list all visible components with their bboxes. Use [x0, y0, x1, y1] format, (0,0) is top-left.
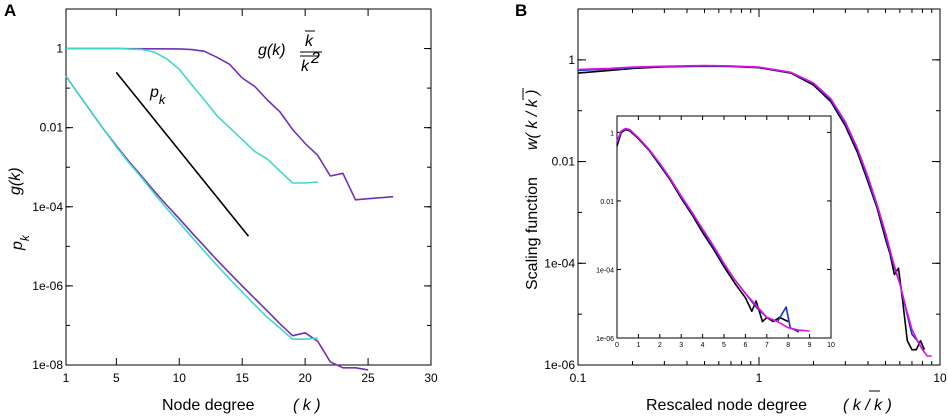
inset-xtick-label: 8	[786, 342, 790, 349]
annotation-pk: pk	[149, 84, 167, 107]
panel-a-label: A	[4, 1, 16, 20]
panel-a-xtick-label: 1	[63, 371, 70, 385]
panel-a-ytick-label: 0.01	[40, 121, 64, 135]
panel-a-xtick-label: 10	[173, 371, 187, 385]
panel-a-ytick-label: 1	[56, 42, 63, 56]
panel-a-frame	[65, 8, 432, 366]
panel-a-ylabel-gk: g(k)	[7, 167, 24, 195]
annotation-pk-sub: k	[159, 92, 167, 107]
panel-b-xtick-label: 1	[756, 371, 763, 385]
panel-b-ytick-label: 1	[568, 53, 575, 67]
annotation-gk: g(k)	[258, 42, 286, 59]
inset-xtick-label: 3	[679, 342, 683, 349]
inset-xtick-label: 7	[765, 342, 769, 349]
panel-b-ytick-label: 0.01	[552, 155, 576, 169]
panel-a-series-line	[115, 71, 250, 237]
panel-b-xtick-label: 0.1	[570, 371, 587, 385]
panel-a-xlabel-var: ( k )	[293, 397, 321, 414]
inset-ytick-label: 1e-04	[596, 267, 614, 274]
inset-axes: 0 1 2 3 4 5 6 7 8 9 10 1 0.01 1e-04 1e-06	[596, 116, 835, 349]
panel-b-ytick-label: 1e-04	[544, 256, 575, 270]
inset-xtick-label: 5	[722, 342, 726, 349]
panel-a-ytick-label: 1e-06	[32, 279, 63, 293]
panel-a-series	[65, 47, 394, 371]
annotation-gk-num: k	[305, 33, 314, 50]
panel-b-xlabel-var: ( k / k )	[843, 397, 892, 414]
panel-b-label: B	[515, 1, 527, 20]
panel-a-series-line	[65, 75, 318, 341]
panel-b-series	[577, 64, 932, 357]
annotation-gk-den-sup: 2	[310, 50, 320, 67]
inset-xtick-label: 9	[808, 342, 812, 349]
panel-a-xtick-label: 30	[424, 371, 438, 385]
panel-a-xtick-label: 25	[361, 371, 375, 385]
panel-a-ylabel-pk-main: p	[9, 241, 26, 251]
panel-a-xtick-label: 20	[298, 371, 312, 385]
inset-ytick-label: 0.01	[600, 199, 614, 206]
panel-b-series-line	[577, 64, 932, 357]
panel-b-ytick-label: 1e-06	[544, 358, 575, 372]
panel-a-ytick-label: 1e-04	[32, 200, 63, 214]
inset-ytick-label: 1e-06	[596, 336, 614, 343]
inset-xtick-label: 10	[827, 342, 835, 349]
panel-b-xtick-label: 10	[933, 371, 947, 385]
inset-xtick-label: 2	[658, 342, 662, 349]
inset-ytick-label: 1	[610, 130, 614, 137]
panel-a-xtick-label: 5	[113, 371, 120, 385]
inset-xtick-label: 0	[615, 342, 619, 349]
panel-a-series-line	[66, 47, 394, 201]
panel-a-ytick-label: 1e-08	[32, 358, 63, 372]
panel-b-ylabel: Scaling function	[524, 177, 541, 290]
annotation-gk-fraction: k k 2	[300, 30, 322, 75]
panel-a-xlabel: Node degree	[162, 397, 255, 414]
panel-a-ylabel-pk: pk	[9, 234, 32, 251]
inset-series	[616, 127, 810, 333]
panel-a-series-line	[66, 47, 318, 184]
panel-b-ylabel-var: w( k / k )	[524, 90, 541, 150]
annotation-gk-den: k	[301, 58, 310, 75]
panel-a-xtick-label: 15	[236, 371, 250, 385]
panel-b-xlabel: Rescaled node degree	[646, 397, 807, 414]
panel-a-ylabel-pk-sub: k	[18, 234, 32, 241]
inset-series-line	[616, 127, 810, 332]
panel-a-series-line	[65, 75, 369, 371]
annotation-pk-main: p	[149, 84, 159, 101]
inset-xtick-label: 1	[636, 342, 640, 349]
inset-xtick-label: 4	[701, 342, 705, 349]
inset-xtick-label: 6	[743, 342, 747, 349]
